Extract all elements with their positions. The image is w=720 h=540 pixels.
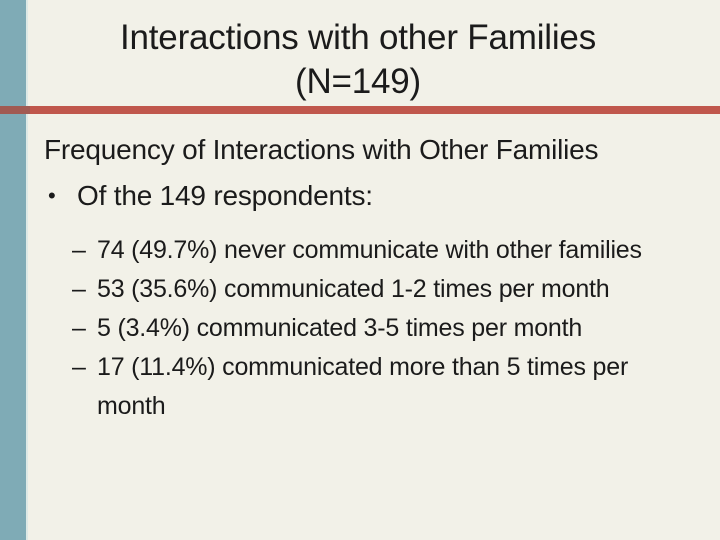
body-heading: Frequency of Interactions with Other Fam… xyxy=(44,134,599,165)
sub-bullet-marker: – xyxy=(72,236,86,264)
sub-bullet-text: 17 (11.4%) communicated more than 5 time… xyxy=(97,353,629,420)
slide-title-line1: Interactions with other Families xyxy=(119,18,596,57)
bullet-text: Of the 149 respondents: xyxy=(77,180,373,211)
sub-bullet-text: 53 (35.6%) communicated 1-2 times per mo… xyxy=(97,275,610,303)
slide-title: Interactions with other Families (N=149) xyxy=(36,16,680,104)
sub-bullet-list: – 74 (49.7%) never communicate with othe… xyxy=(72,231,694,426)
sub-bullet-marker: – xyxy=(72,314,86,342)
title-divider-line xyxy=(0,106,720,114)
sub-bullet-marker: – xyxy=(72,353,86,381)
sub-bullet-item: – 74 (49.7%) never communicate with othe… xyxy=(72,231,694,270)
bullet-marker: • xyxy=(48,183,56,208)
slide-title-line2: (N=149) xyxy=(294,62,422,101)
left-accent-stripe xyxy=(0,0,28,540)
slide-body: Frequency of Interactions with Other Fam… xyxy=(44,133,694,426)
sub-bullet-item: – 53 (35.6%) communicated 1-2 times per … xyxy=(72,270,694,309)
sub-bullet-marker: – xyxy=(72,275,86,303)
sub-bullet-text: 74 (49.7%) never communicate with other … xyxy=(97,236,642,264)
sub-bullet-text: 5 (3.4%) communicated 3-5 times per mont… xyxy=(97,314,583,342)
sub-bullet-item: – 5 (3.4%) communicated 3-5 times per mo… xyxy=(72,309,694,348)
sub-bullet-item: – 17 (11.4%) communicated more than 5 ti… xyxy=(72,348,694,426)
title-divider-stripe-overlap xyxy=(0,106,30,114)
bullet-item: • Of the 149 respondents: xyxy=(44,179,694,213)
